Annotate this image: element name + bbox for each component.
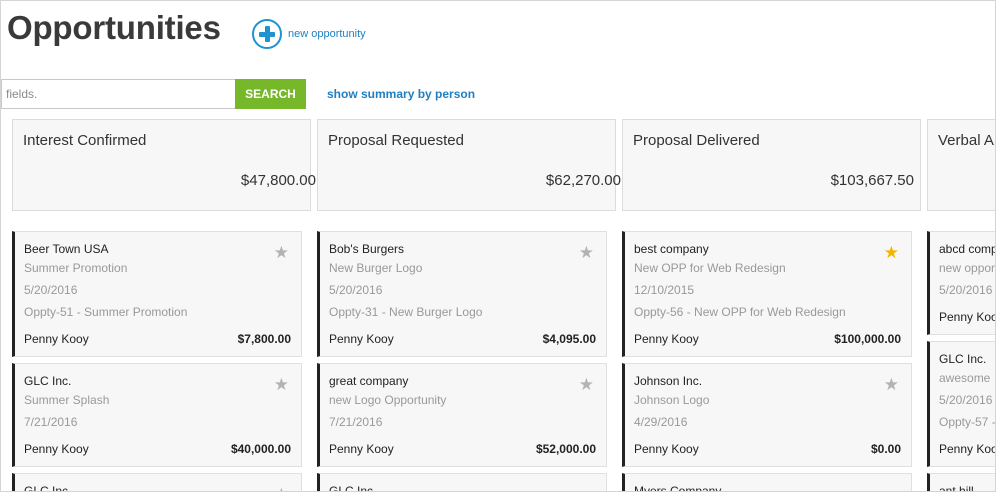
stage-name: Verbal A <box>938 132 994 149</box>
stage-total: $103,667.50 <box>830 172 914 189</box>
opportunity-card[interactable]: Myers Company <box>622 473 912 492</box>
card-date: 5/20/2016 <box>24 283 78 297</box>
star-icon[interactable]: ★ <box>883 243 899 262</box>
star-icon[interactable]: ★ <box>273 243 289 262</box>
opportunity-card[interactable]: Beer Town USA Summer Promotion 5/20/2016… <box>12 231 302 357</box>
card-owner: Penny Kooy <box>329 442 394 456</box>
card-company: GLC Inc. <box>329 484 377 492</box>
card-company: great company <box>329 374 409 388</box>
card-reference: Oppty-57 - <box>939 415 996 429</box>
opportunity-card[interactable]: best company New OPP for Web Redesign 12… <box>622 231 912 357</box>
card-reference: Oppty-31 - New Burger Logo <box>329 305 483 319</box>
card-opportunity: New OPP for Web Redesign <box>634 261 786 275</box>
star-icon[interactable]: ★ <box>274 486 289 491</box>
card-date: 5/20/2016 <box>939 283 993 297</box>
card-company: Bob's Burgers <box>329 242 404 256</box>
card-reference: Oppty-51 - Summer Promotion <box>24 305 188 319</box>
stage-name: Proposal Delivered <box>633 132 760 149</box>
opportunity-card[interactable]: GLC Inc. <box>317 473 607 492</box>
card-opportunity: Summer Splash <box>24 393 110 407</box>
search-bar: SEARCH <box>1 79 306 109</box>
card-date: 4/29/2016 <box>634 415 688 429</box>
card-amount: $7,800.00 <box>237 332 291 346</box>
card-company: GLC Inc. <box>939 352 987 366</box>
card-date: 12/10/2015 <box>634 283 695 297</box>
card-owner: Penny Kooy <box>634 442 699 456</box>
card-opportunity: Johnson Logo <box>634 393 710 407</box>
stage-header-proposal-delivered: Proposal Delivered $103,667.50 <box>622 119 921 211</box>
stage-total: $47,800.00 <box>240 172 316 189</box>
opportunity-card[interactable]: Johnson Inc. Johnson Logo 4/29/2016 Penn… <box>622 363 912 467</box>
card-amount: $100,000.00 <box>834 332 901 346</box>
card-opportunity: new opport <box>939 261 996 275</box>
opportunity-card[interactable]: abcd comp new opport 5/20/2016 Penny Koo <box>927 231 996 335</box>
star-icon[interactable]: ★ <box>578 243 594 262</box>
plus-circle-icon[interactable] <box>252 19 282 49</box>
stage-total: $62,270.00 <box>545 172 621 189</box>
card-company: Johnson Inc. <box>634 374 703 388</box>
star-icon[interactable]: ★ <box>883 375 899 394</box>
star-icon[interactable]: ★ <box>578 375 594 394</box>
card-owner: Penny Koo <box>939 442 996 456</box>
card-date: 5/20/2016 <box>939 393 993 407</box>
card-opportunity: New Burger Logo <box>329 261 423 275</box>
stage-name: Interest Confirmed <box>23 132 147 149</box>
opportunity-card[interactable]: GLC Inc. Summer Splash 7/21/2016 Penny K… <box>12 363 302 467</box>
card-owner: Penny Kooy <box>24 332 89 346</box>
card-company: Beer Town USA <box>24 242 109 256</box>
opportunity-card[interactable]: GLC Inc. ★ <box>12 473 302 492</box>
search-input[interactable] <box>1 79 235 109</box>
show-summary-by-person-link[interactable]: show summary by person <box>327 87 476 101</box>
card-amount: $52,000.00 <box>535 442 596 456</box>
card-opportunity: new Logo Opportunity <box>329 393 447 407</box>
card-date: 7/21/2016 <box>24 415 78 429</box>
stage-header-verbal: Verbal A <box>927 119 995 211</box>
card-company: GLC Inc. <box>24 374 72 388</box>
new-opportunity-button[interactable]: new opportunity <box>252 19 366 49</box>
page-title: Opportunities <box>7 9 221 46</box>
card-amount: $0.00 <box>870 442 901 456</box>
stage-header-proposal-requested: Proposal Requested $62,270.00 <box>317 119 621 211</box>
new-opportunity-label[interactable]: new opportunity <box>288 28 366 40</box>
opportunity-card[interactable]: GLC Inc. awesome 5/20/2016 Oppty-57 - Pe… <box>927 341 996 467</box>
card-owner: Penny Kooy <box>634 332 699 346</box>
card-owner: Penny Kooy <box>24 442 89 456</box>
card-reference: Oppty-56 - New OPP for Web Redesign <box>634 305 846 319</box>
opportunity-card[interactable]: ant hill <box>927 473 995 492</box>
star-icon[interactable]: ★ <box>273 375 289 394</box>
opportunity-card[interactable]: great company new Logo Opportunity 7/21/… <box>317 363 607 467</box>
card-company: best company <box>634 242 709 256</box>
card-opportunity: awesome <box>939 371 991 385</box>
opportunity-card[interactable]: Bob's Burgers New Burger Logo 5/20/2016 … <box>317 231 607 357</box>
card-amount: $40,000.00 <box>230 442 291 456</box>
card-company: GLC Inc. <box>24 484 72 492</box>
card-date: 5/20/2016 <box>329 283 383 297</box>
card-owner: Penny Koo <box>939 310 996 324</box>
card-opportunity: Summer Promotion <box>24 261 128 275</box>
stage-header-interest-confirmed: Interest Confirmed $47,800.00 <box>12 119 316 211</box>
card-date: 7/21/2016 <box>329 415 383 429</box>
card-company: Myers Company <box>634 484 722 492</box>
card-company: ant hill <box>939 484 974 492</box>
stage-name: Proposal Requested <box>328 132 464 149</box>
card-company: abcd comp <box>939 242 996 256</box>
search-button[interactable]: SEARCH <box>235 79 306 109</box>
card-amount: $4,095.00 <box>542 332 596 346</box>
card-owner: Penny Kooy <box>329 332 394 346</box>
